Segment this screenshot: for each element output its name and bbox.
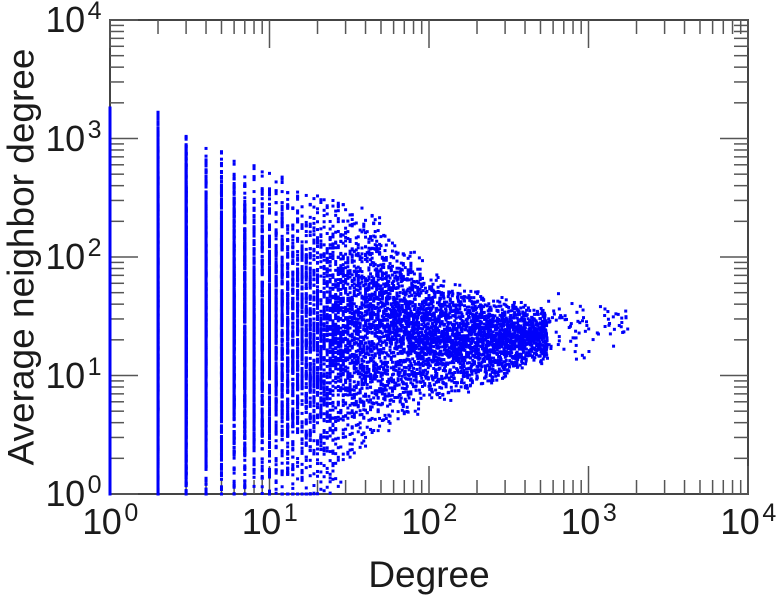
x-tick-label-1e4: 10 4 — [720, 501, 776, 542]
y-tick-label-1e3: 10 3 — [45, 117, 102, 159]
tick-mantissa: 10 — [720, 501, 760, 542]
x-axis-title: Degree — [368, 554, 490, 595]
tick-exponent: 1 — [283, 499, 298, 527]
x-tick-label-1e0: 10 0 — [82, 501, 138, 542]
tick-mantissa: 10 — [45, 117, 86, 159]
tick-mantissa: 10 — [82, 501, 122, 542]
tick-mantissa: 10 — [45, 0, 86, 40]
tick-mantissa: 10 — [45, 236, 86, 277]
tick-exponent: 2 — [87, 234, 102, 262]
y-tick-label-1e1: 10 1 — [45, 354, 102, 396]
x-tick-label-1e1: 10 1 — [241, 501, 298, 542]
y-tick-label-1e0: 10 0 — [45, 473, 102, 514]
tick-mantissa: 10 — [401, 501, 441, 542]
tick-exponent: 3 — [602, 499, 617, 527]
y-axis-title: Average neighbor degree — [0, 48, 42, 466]
tick-exponent: 3 — [87, 115, 102, 144]
x-tick-label-1e2: 10 2 — [401, 501, 457, 542]
tick-exponent: 4 — [762, 499, 776, 527]
tick-exponent: 2 — [443, 499, 457, 527]
tick-mantissa: 10 — [560, 501, 601, 542]
tick-exponent: 1 — [87, 352, 102, 381]
y-tick-label-1e2: 10 2 — [45, 236, 102, 277]
tick-exponent: 0 — [124, 499, 138, 527]
tick-mantissa: 10 — [45, 354, 86, 396]
x-tick-label-1e3: 10 3 — [560, 501, 617, 542]
tick-mantissa: 10 — [241, 501, 282, 542]
tick-exponent: 0 — [87, 471, 102, 499]
tick-exponent: 4 — [87, 0, 102, 25]
y-tick-label-1e4: 10 4 — [45, 0, 102, 40]
tick-mantissa: 10 — [45, 473, 86, 514]
